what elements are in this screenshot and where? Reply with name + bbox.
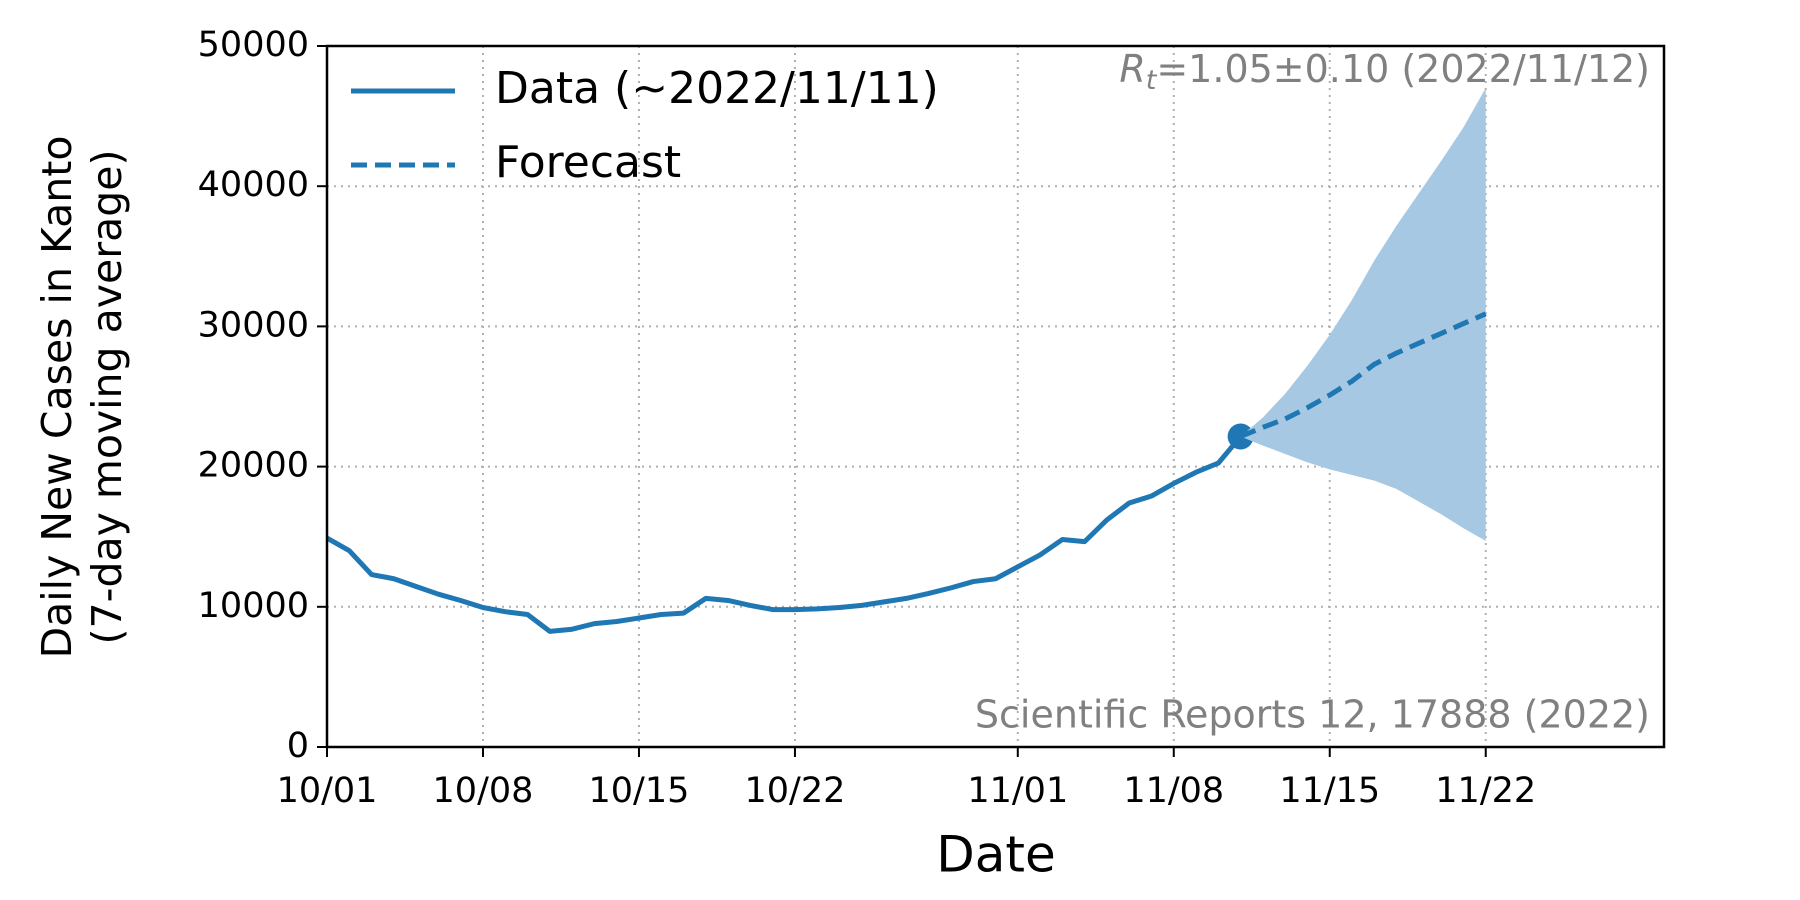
plot-frame	[325, 44, 1666, 749]
annotation: Scientific Reports 12, 17888 (2022)	[975, 693, 1650, 737]
y-axis-label: (7-day moving average)	[83, 150, 131, 645]
forecast-band	[1240, 88, 1486, 541]
x-tick-label: 10/15	[589, 771, 690, 811]
y-tick-label: 40000	[198, 165, 309, 205]
y-tick-label: 0	[287, 726, 309, 766]
y-tick-label: 50000	[198, 25, 309, 65]
annotation: Rt=1.05±0.10 (2022/11/12)	[1119, 47, 1650, 96]
legend-label: Data (~2022/11/11)	[495, 63, 939, 114]
x-tick-label: 11/15	[1279, 771, 1380, 811]
y-tick-label: 20000	[198, 446, 309, 486]
y-tick-label: 10000	[198, 586, 309, 626]
x-tick-label: 11/22	[1435, 771, 1536, 811]
forecast-line	[1239, 311, 1487, 439]
y-axis-label: Daily New Cases in Kanto	[33, 136, 81, 659]
y-tick-label: 30000	[198, 305, 309, 345]
x-axis-label: Date	[936, 826, 1056, 884]
data-line	[325, 434, 1243, 634]
x-tick-label: 10/22	[745, 771, 846, 811]
legend-label: Forecast	[495, 137, 681, 188]
x-tick-label: 11/08	[1123, 771, 1224, 811]
x-tick-label: 11/01	[967, 771, 1068, 811]
annotation-symbol: R	[1119, 47, 1145, 91]
x-tick-label: 10/01	[277, 771, 378, 811]
x-tick-label: 10/08	[433, 771, 534, 811]
annotation-subscript: t	[1146, 65, 1158, 96]
annotation-text: =1.05±0.10 (2022/11/12)	[1156, 47, 1650, 91]
